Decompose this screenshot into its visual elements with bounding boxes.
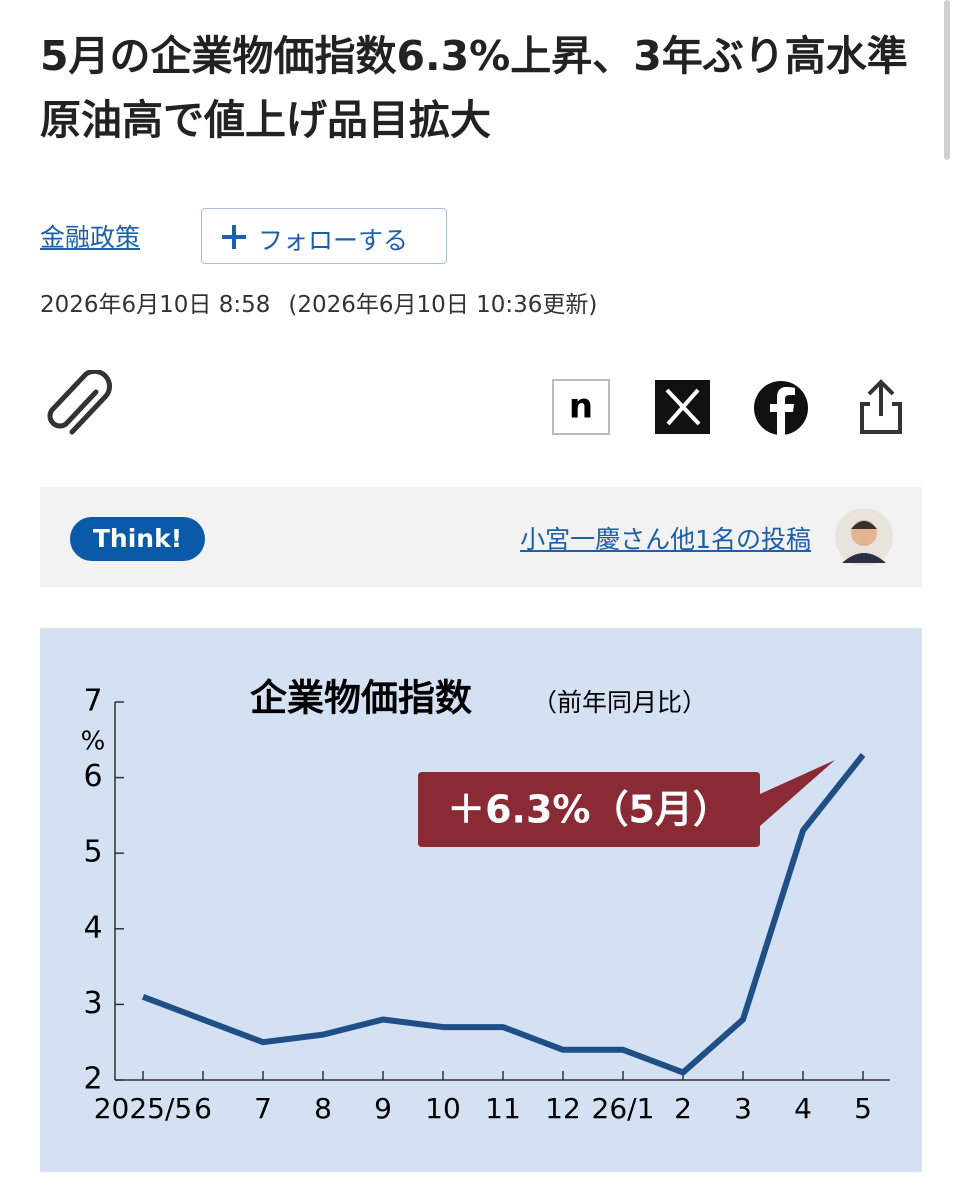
x-icon[interactable] [655, 380, 710, 434]
y-tick-label: 4 [83, 910, 102, 945]
x-tick-label: 10 [425, 1092, 461, 1125]
headline: 5月の企業物価指数6.3%上昇、3年ぶり高水準 原油高で値上げ品目拡大 [40, 32, 949, 144]
share-icon[interactable] [860, 379, 902, 434]
y-tick-label: 3 [83, 986, 102, 1021]
avatar[interactable] [834, 507, 894, 567]
follow-label: フォローする [258, 226, 409, 255]
x-tick-label: 3 [734, 1092, 752, 1125]
facebook-icon[interactable] [754, 381, 808, 436]
y-tick-label: 6 [83, 759, 102, 794]
y-tick-label: 5 [83, 835, 102, 870]
x-tick-label: 6 [194, 1092, 212, 1125]
chart-background [40, 628, 922, 1172]
x-tick-label: 8 [314, 1092, 332, 1125]
x-tick-label: 4 [794, 1092, 812, 1125]
topic-link[interactable]: 金融政策 [40, 223, 141, 252]
annotation: ＋6.3%（5月） [447, 788, 731, 832]
x-tick-label: 26/1 [592, 1092, 655, 1125]
x-tick-label: 12 [545, 1092, 581, 1125]
think-bar: Think! 小宮一慶さん他1名の投稿 [40, 487, 922, 587]
think-link[interactable]: 小宮一慶さん他1名の投稿 [520, 525, 811, 554]
note-letter: n [569, 387, 593, 427]
x-tick-label: 9 [374, 1092, 392, 1125]
published: 2026年6月10日 8:58 [40, 292, 271, 318]
x-tick-label: 2025/5 [94, 1092, 193, 1125]
plus-icon [222, 225, 246, 249]
note-icon[interactable]: n [552, 379, 610, 435]
follow-button[interactable]: フォローする [201, 208, 447, 264]
y-tick-label: 7 [83, 684, 102, 719]
y-tick-label: 2 [83, 1062, 102, 1097]
think-badge[interactable]: Think! [70, 517, 205, 561]
scrollbar [944, 0, 950, 160]
chart-title: 企業物価指数 [250, 677, 472, 720]
annotation-box [418, 760, 835, 847]
x-tick-label: 11 [485, 1092, 521, 1125]
x-tick-label: 7 [254, 1092, 272, 1125]
data-line [141, 753, 866, 1076]
updated: (2026年6月10日 10:36更新) [288, 292, 598, 318]
x-tick-label: 2 [674, 1092, 692, 1125]
dates: 2026年6月10日 8:58 (2026年6月10日 10:36更新) [40, 285, 597, 319]
clip-icon[interactable] [47, 370, 112, 435]
y-unit: % [81, 727, 106, 757]
x-tick-label: 5 [854, 1092, 872, 1125]
share-row: n [47, 370, 902, 436]
chart-subtitle: （前年同月比） [532, 688, 707, 717]
